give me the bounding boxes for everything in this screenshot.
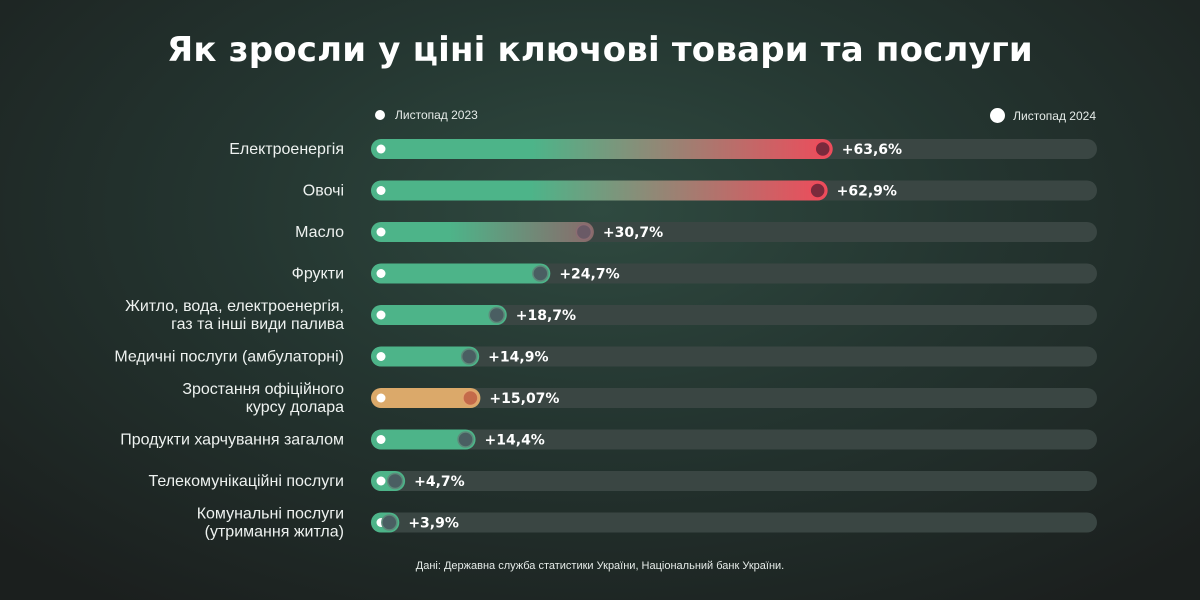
end-dot — [386, 472, 404, 490]
value-label: +14,4% — [485, 433, 545, 449]
bar — [371, 222, 594, 242]
bar-row: Телекомунікаційні послуги +4,7% — [148, 471, 1097, 491]
value-label: +30,7% — [603, 225, 663, 241]
legend-end: Листопад 2024 — [990, 108, 1096, 123]
bar — [371, 388, 481, 408]
value-label: +4,7% — [414, 474, 465, 490]
value-label: +24,7% — [559, 267, 619, 283]
category-label: Овочі — [303, 183, 344, 200]
bar-row: Фрукти +24,7% — [292, 263, 1097, 284]
end-dot — [488, 306, 506, 324]
category-label: Електроенергія — [229, 141, 344, 158]
end-dot — [532, 265, 549, 282]
category-label: Зростання офіційного — [182, 381, 344, 398]
legend-start-dot-icon — [375, 110, 385, 120]
bar — [371, 305, 507, 325]
start-dot — [376, 310, 386, 320]
legend-start-label: Листопад 2023 — [395, 108, 478, 122]
legend-end-label: Листопад 2024 — [1013, 108, 1096, 123]
bar — [371, 180, 828, 201]
source-note: Дані: Державна служба статистики України… — [415, 560, 785, 572]
bar-row: Житло, вода, електроенергія,газ та інші … — [125, 298, 1097, 333]
bar-track — [371, 305, 1097, 325]
legend-start: Листопад 2023 — [375, 108, 478, 122]
category-label: Телекомунікаційні послуги — [148, 473, 344, 490]
value-label: +15,07% — [489, 391, 559, 407]
category-label: Масло — [295, 224, 344, 241]
start-dot — [376, 352, 386, 361]
start-dot — [376, 144, 386, 154]
category-label: Медичні послуги (амбулаторні) — [114, 349, 344, 366]
bar-row: Медичні послуги (амбулаторні) +14,9% — [114, 346, 1097, 367]
bar — [371, 346, 480, 367]
category-label: Фрукти — [292, 266, 344, 283]
start-dot — [376, 393, 386, 403]
bar-track — [371, 512, 1097, 533]
value-label: +18,7% — [516, 308, 576, 324]
start-dot — [376, 269, 386, 278]
bar — [371, 429, 476, 450]
end-dot — [809, 182, 826, 199]
value-label: +3,9% — [408, 516, 459, 532]
end-dot — [460, 348, 478, 365]
start-dot — [376, 476, 386, 486]
category-label: Житло, вода, електроенергія, — [125, 298, 344, 315]
bar — [371, 263, 551, 284]
bar-track — [371, 388, 1097, 408]
category-label: (утримання житла) — [205, 524, 344, 541]
legend-end-dot-icon — [990, 108, 1006, 123]
bar-track — [371, 471, 1097, 491]
bar-track — [371, 263, 1097, 284]
value-label: +63,6% — [842, 142, 902, 158]
end-dot — [814, 140, 831, 158]
bar-row: Овочі +62,9% — [303, 180, 1097, 201]
end-dot — [575, 223, 593, 241]
end-dot — [381, 514, 398, 531]
category-label: Продукти харчування загалом — [120, 432, 344, 449]
end-dot — [457, 431, 474, 448]
bar-track — [371, 429, 1097, 450]
start-dot — [376, 435, 386, 444]
value-label: +62,9% — [837, 184, 897, 200]
bar-row: Масло +30,7% — [295, 222, 1097, 242]
bar-row: Електроенергія +63,6% — [229, 139, 1097, 159]
bar-row: Комунальні послуги(утримання житла) +3,9% — [197, 506, 1097, 541]
category-label: Комунальні послуги — [197, 506, 344, 523]
chart-title: Як зросли у ціні ключові товари та послу… — [167, 30, 1033, 70]
bar-row: Продукти харчування загалом +14,4% — [120, 429, 1097, 450]
category-label: курсу долара — [246, 399, 344, 416]
start-dot — [376, 227, 386, 237]
start-dot — [376, 186, 386, 195]
end-dot — [462, 389, 479, 407]
category-label: газ та інші види палива — [171, 316, 344, 333]
value-label: +14,9% — [488, 350, 548, 366]
bar-track — [371, 346, 1097, 367]
bar — [371, 139, 833, 159]
